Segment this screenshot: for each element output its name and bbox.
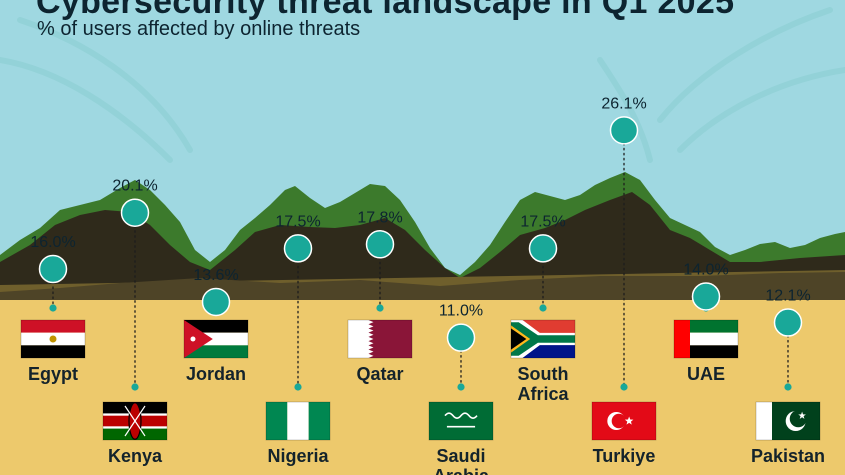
data-label: 17.5%	[275, 213, 320, 230]
chart-title: Cybersecurity threat landscape in Q1 202…	[36, 0, 735, 21]
data-label: 26.1%	[601, 95, 646, 112]
anchor-dot	[131, 383, 139, 391]
anchor-dot	[457, 383, 465, 391]
data-point	[528, 234, 558, 263]
data-point	[120, 198, 150, 227]
qatar-flag	[347, 319, 413, 359]
kenya-flag	[102, 401, 168, 441]
data-label: 17.8%	[357, 209, 402, 226]
anchor-dot	[49, 304, 57, 312]
anchor-dot	[376, 304, 384, 312]
data-point	[609, 116, 639, 145]
country-uae: 14.0% UAE	[673, 261, 739, 384]
country-label: UAE	[687, 364, 725, 384]
data-label: 11.0%	[439, 303, 483, 320]
anchor-dot	[620, 383, 628, 391]
country-south-africa: 17.5% South Africa	[510, 213, 576, 404]
anchor-dot	[784, 383, 792, 391]
uae-flag	[673, 319, 739, 359]
data-label: 16.0%	[30, 234, 75, 251]
nigeria-flag	[265, 401, 331, 441]
south-africa-flag	[510, 319, 576, 359]
chart-subtitle: % of users affected by online threats	[37, 18, 361, 40]
anchor-dot	[539, 304, 547, 312]
country-egypt: 16.0% Egypt	[20, 234, 86, 384]
data-point	[365, 230, 395, 259]
country-label: Egypt	[28, 364, 78, 384]
country-label: Nigeria	[267, 446, 329, 466]
country-label: Pakistan	[751, 446, 825, 466]
country-turkiye: 26.1% Turkiye	[591, 95, 657, 466]
pakistan-flag	[755, 401, 821, 441]
country-kenya: 20.1% Kenya	[102, 178, 168, 466]
country-nigeria: 17.5% Nigeria	[265, 213, 331, 466]
country-label: South Africa	[517, 364, 569, 404]
data-label: 14.0%	[683, 261, 728, 278]
saudi-arabia-flag	[428, 401, 494, 441]
data-point	[446, 323, 476, 352]
country-saudi-arabia: 11.0% SaudiArabia	[428, 303, 494, 475]
country-label: Jordan	[186, 364, 246, 384]
country-label: Turkiye	[593, 446, 656, 466]
country-qatar: 17.8% Qatar	[347, 209, 413, 384]
country-jordan: 13.6% Jordan	[183, 267, 249, 384]
anchor-dot	[294, 383, 302, 391]
data-point	[691, 282, 721, 311]
data-label: 20.1%	[112, 178, 157, 195]
data-point	[773, 308, 803, 337]
jordan-flag	[183, 319, 249, 359]
data-point	[283, 234, 313, 263]
palm-leaves	[0, 7, 845, 163]
country-label: Qatar	[356, 364, 403, 384]
country-label: Kenya	[108, 446, 163, 466]
country-pakistan: 12.1% Pakistan	[751, 288, 825, 466]
egypt-flag	[20, 319, 86, 359]
data-point	[38, 254, 68, 284]
country-label: SaudiArabia	[433, 446, 490, 475]
data-point	[201, 287, 231, 317]
data-label: 13.6%	[193, 267, 238, 284]
data-label: 12.1%	[765, 288, 810, 305]
data-label: 17.5%	[520, 213, 565, 230]
turkiye-flag	[591, 401, 657, 441]
